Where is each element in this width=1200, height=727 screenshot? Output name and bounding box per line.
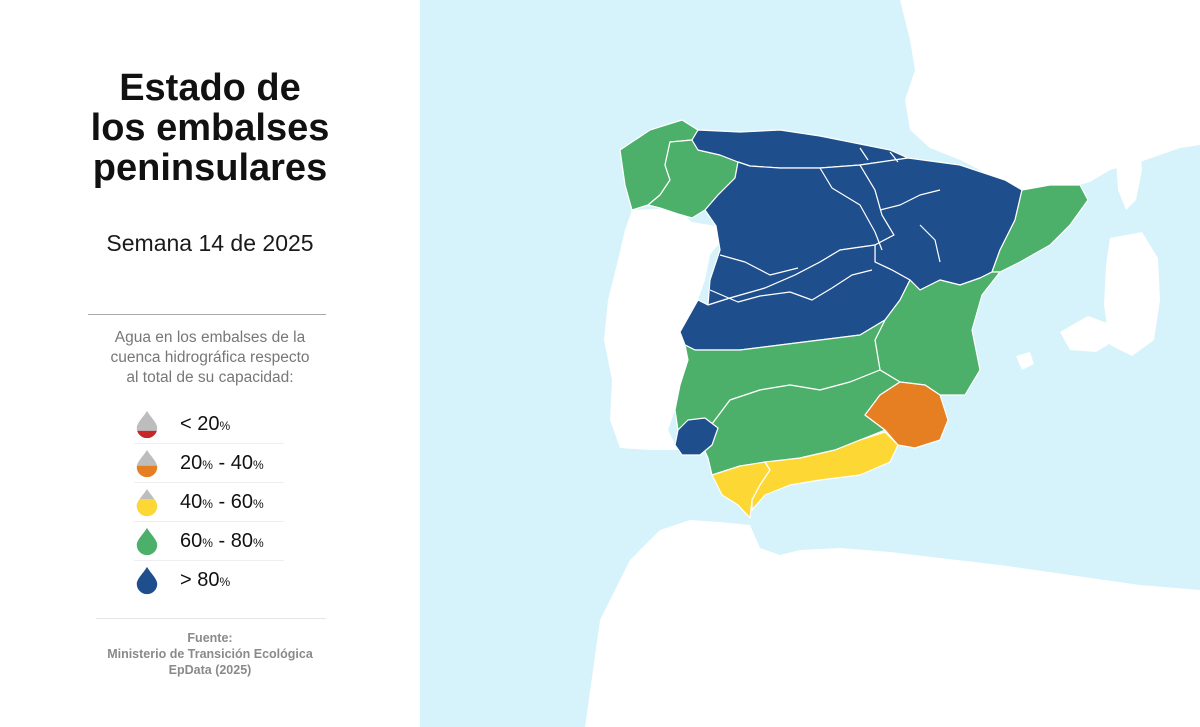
source-line: EpData (2025) — [168, 663, 252, 677]
legend-description-line: cuenca hidrográfica respecto — [110, 349, 310, 366]
title-line: los embalses — [90, 107, 330, 149]
legend: < 20% 20% - 40% 40% - 60% 60% - 80% > 80% — [134, 405, 284, 600]
legend-description: Agua en los embalses de la cuenca hidrog… — [90, 328, 330, 388]
land-mallorca — [1060, 316, 1116, 352]
sub-basin-boundary — [919, 224, 941, 263]
sub-basin-boundary — [719, 254, 799, 276]
basin-segura — [864, 381, 949, 449]
divider — [88, 314, 326, 315]
source-credit: Fuente: Ministerio de Transición Ecológi… — [60, 630, 360, 678]
sub-basin-boundary — [819, 167, 883, 251]
sub-basin-boundary — [709, 269, 873, 303]
legend-item-lt20: < 20% — [134, 405, 284, 444]
basin-guadalquivir — [699, 369, 901, 476]
basin-mediterranea-andaluza — [751, 431, 899, 511]
source-line: Fuente: — [187, 631, 233, 645]
legend-label: 40% - 60% — [180, 490, 264, 513]
source-line: Ministerio de Transición Ecológica — [107, 647, 313, 661]
source-divider — [96, 618, 326, 619]
legend-label: 60% - 80% — [180, 529, 264, 552]
legend-label: < 20% — [180, 412, 231, 435]
legend-item-gt80: > 80% — [134, 561, 284, 600]
title-line: peninsulares — [92, 147, 328, 189]
legend-label: > 80% — [180, 569, 231, 591]
legend-description-line: al total de su capacidad: — [126, 369, 294, 386]
info-panel: Estado de los embalses peninsulares Sema… — [0, 0, 420, 727]
sub-basin-boundary — [879, 189, 941, 211]
water-drop-icon — [136, 449, 158, 477]
water-drop-icon — [136, 566, 158, 595]
title-line: Estado de — [119, 67, 301, 109]
week-label: Semana 14 de 2025 — [106, 230, 314, 256]
land-ibiza — [1016, 352, 1034, 370]
water-drop-icon — [136, 410, 158, 438]
land-menorca — [1120, 300, 1146, 314]
basin-tinto-odiel-piedras — [674, 417, 719, 456]
water-drop-icon — [136, 527, 158, 555]
legend-item-20-40: 20% - 40% — [134, 444, 284, 483]
land-africa — [585, 520, 1200, 727]
legend-description-line: Agua en los embalses de la — [114, 329, 306, 346]
land-corsica — [1116, 128, 1142, 210]
water-drop-icon — [136, 488, 158, 516]
land-portugal — [604, 208, 725, 450]
land-sardinia — [1104, 232, 1160, 356]
sub-basin-boundary — [859, 147, 899, 163]
legend-label: 20% - 40% — [180, 451, 264, 474]
legend-item-40-60: 40% - 60% — [134, 483, 284, 522]
basin-map — [420, 0, 1200, 727]
basin-cuencas-internas-cataluna — [991, 184, 1089, 273]
legend-item-60-80: 60% - 80% — [134, 522, 284, 561]
page-title: Estado de los embalses peninsulares — [20, 68, 400, 188]
